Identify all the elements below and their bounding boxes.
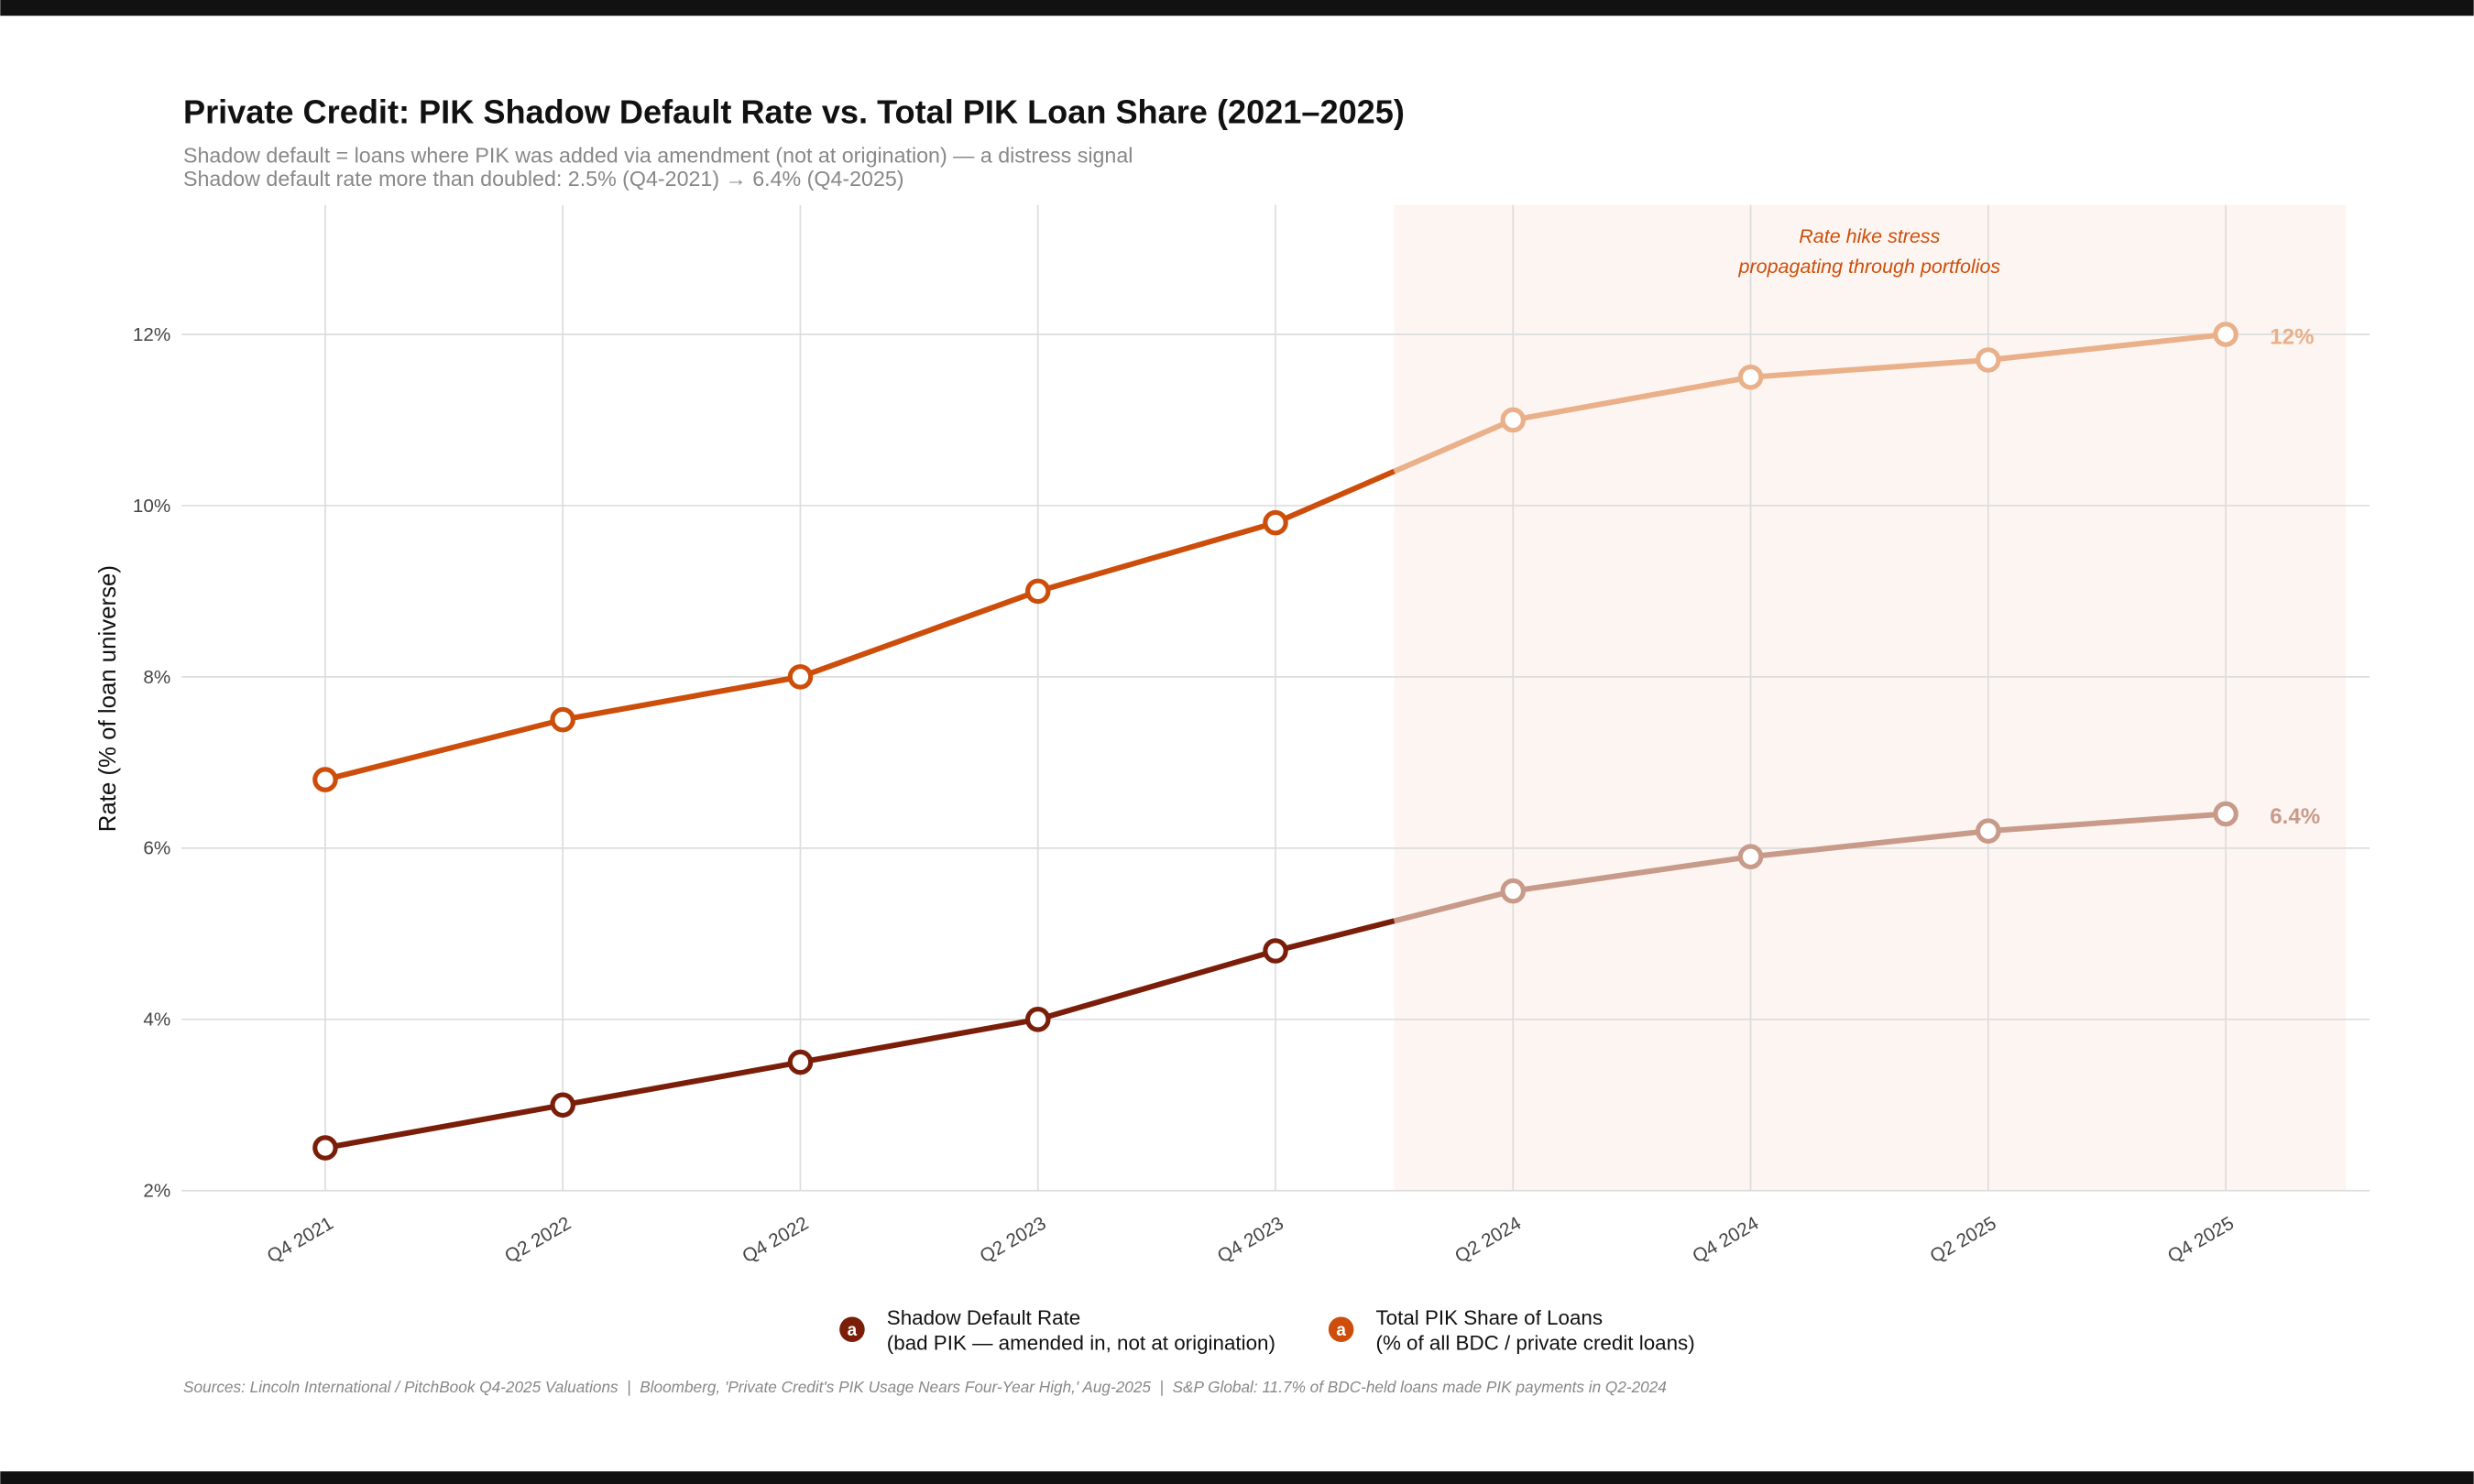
x-tick-label: Q4 2025	[2164, 1213, 2238, 1268]
data-point	[787, 664, 814, 690]
legend-label-shadow-2: (bad PIK — amended in, not at originatio…	[887, 1332, 1275, 1355]
x-tick-label: Q2 2023	[976, 1213, 1049, 1268]
data-point	[1263, 509, 1288, 536]
data-point	[2213, 322, 2239, 347]
data-point	[1976, 347, 2001, 373]
y-tick-label: 6%	[143, 838, 170, 859]
data-point	[1737, 844, 1764, 869]
legend-glyph-total: a	[1336, 1321, 1346, 1340]
bottom-bar	[0, 1471, 2474, 1484]
data-point	[1263, 938, 1288, 964]
legend-marker-shadow	[839, 1316, 865, 1343]
y-tick-label: 12%	[133, 324, 170, 345]
y-tick-label: 10%	[133, 496, 170, 517]
data-point	[1500, 407, 1527, 433]
data-point	[312, 767, 338, 792]
data-point	[2213, 801, 2239, 827]
x-tick-label: Q2 2025	[1927, 1213, 2000, 1268]
legend-label-total-1: Total PIK Share of Loans	[1375, 1306, 1603, 1329]
x-tick-label: Q4 2022	[739, 1213, 812, 1268]
x-tick-label: Q2 2024	[1451, 1213, 1525, 1268]
data-point	[550, 1092, 575, 1118]
y-axis-label: Rate (% of loan universe)	[95, 565, 121, 832]
caption: Sources: Lincoln International / PitchBo…	[183, 1378, 1667, 1396]
data-point	[787, 1049, 814, 1075]
x-tick-label: Q2 2022	[501, 1213, 575, 1268]
legend-glyph-shadow: a	[848, 1321, 858, 1340]
legend-label-shadow-1: Shadow Default Rate	[887, 1306, 1080, 1329]
data-point	[312, 1135, 338, 1161]
end-label: 12%	[2270, 324, 2314, 349]
end-label: 6.4%	[2270, 804, 2320, 829]
series-line-0	[324, 918, 1396, 1151]
y-tick-label: 4%	[143, 1009, 170, 1031]
data-point	[1500, 878, 1527, 904]
data-point	[550, 706, 575, 733]
shaded-annotation-2: propagating through portfolios	[1738, 256, 2001, 278]
shaded-region	[1394, 204, 2347, 1191]
chart-subtitle-1: Shadow default = loans where PIK was add…	[183, 143, 1133, 167]
x-tick-label: Q4 2021	[264, 1213, 337, 1268]
legend-marker-total	[1328, 1316, 1354, 1343]
data-point	[1024, 1007, 1051, 1032]
x-tick-label: Q4 2024	[1689, 1213, 1762, 1268]
legend: a Shadow Default Rate (bad PIK — amended…	[839, 1306, 1695, 1355]
data-point	[1976, 818, 2001, 844]
y-tick-label: 8%	[143, 667, 170, 688]
data-point	[1737, 364, 1764, 390]
y-tick-label: 2%	[143, 1181, 170, 1202]
x-tick-label: Q4 2023	[1214, 1213, 1287, 1268]
legend-label-total-2: (% of all BDC / private credit loans)	[1375, 1332, 1694, 1355]
series-line-1	[324, 468, 1396, 782]
chart-title: Private Credit: PIK Shadow Default Rate …	[183, 93, 1405, 130]
chart-subtitle-2: Shadow default rate more than doubled: 2…	[183, 167, 904, 191]
top-bar	[0, 0, 2474, 16]
shaded-annotation-1: Rate hike stress	[1799, 225, 1940, 247]
data-point	[1024, 578, 1051, 605]
